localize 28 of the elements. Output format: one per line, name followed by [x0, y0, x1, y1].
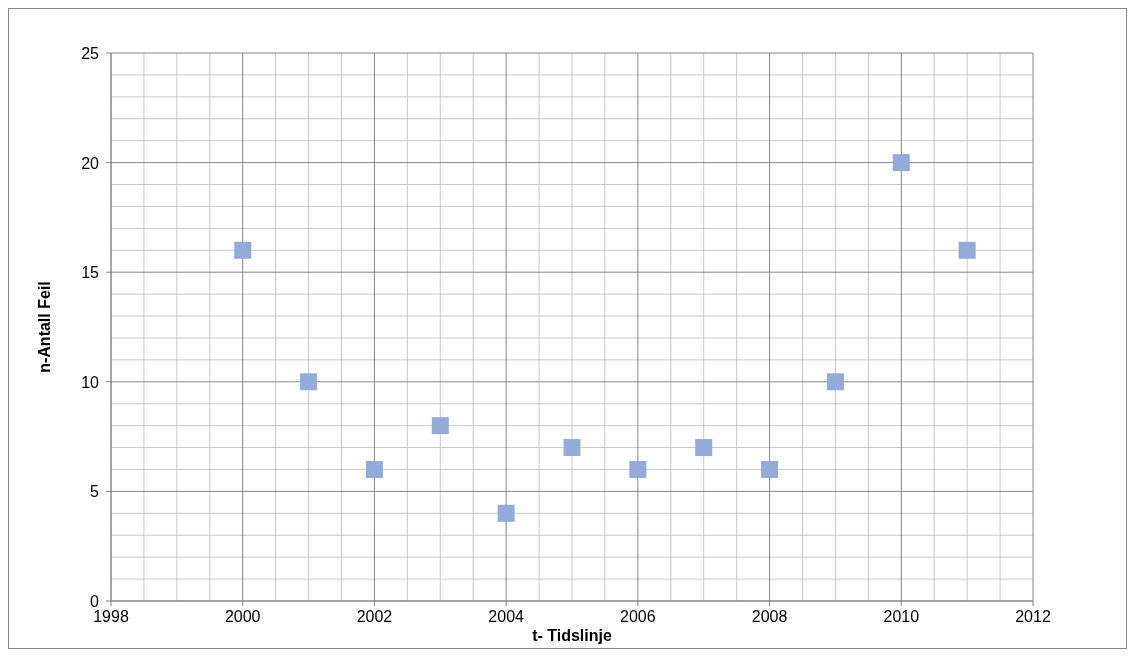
- y-tick-label: 20: [81, 154, 100, 172]
- point: [300, 373, 318, 391]
- x-tick-label: 2012: [1015, 608, 1051, 625]
- y-tick-label: 25: [81, 45, 100, 62]
- y-tick-label: 0: [90, 593, 100, 610]
- x-tick-label: 2002: [356, 608, 393, 625]
- y-tick-label: 15: [81, 264, 100, 282]
- x-tick-label: 2010: [883, 608, 920, 625]
- point: [365, 460, 383, 478]
- x-tick-label: 2004: [488, 608, 525, 625]
- x-tick-label: 2008: [751, 608, 788, 625]
- point: [629, 460, 647, 478]
- y-tick-label: 10: [81, 373, 100, 391]
- point: [826, 373, 844, 391]
- point: [892, 154, 910, 172]
- y-tick-label: 5: [90, 483, 100, 501]
- point: [497, 504, 515, 522]
- point: [695, 439, 713, 457]
- point: [958, 241, 976, 259]
- x-tick-label: 2000: [224, 608, 261, 625]
- x-tick-label: 1998: [93, 608, 129, 625]
- x-axis-title: t- Tidslinje: [532, 627, 612, 644]
- point: [431, 417, 449, 435]
- point: [234, 241, 252, 259]
- y-axis-title: n-Antall Feil: [36, 281, 53, 373]
- point: [563, 439, 581, 457]
- x-tick-label: 2006: [620, 608, 656, 625]
- point: [761, 460, 779, 478]
